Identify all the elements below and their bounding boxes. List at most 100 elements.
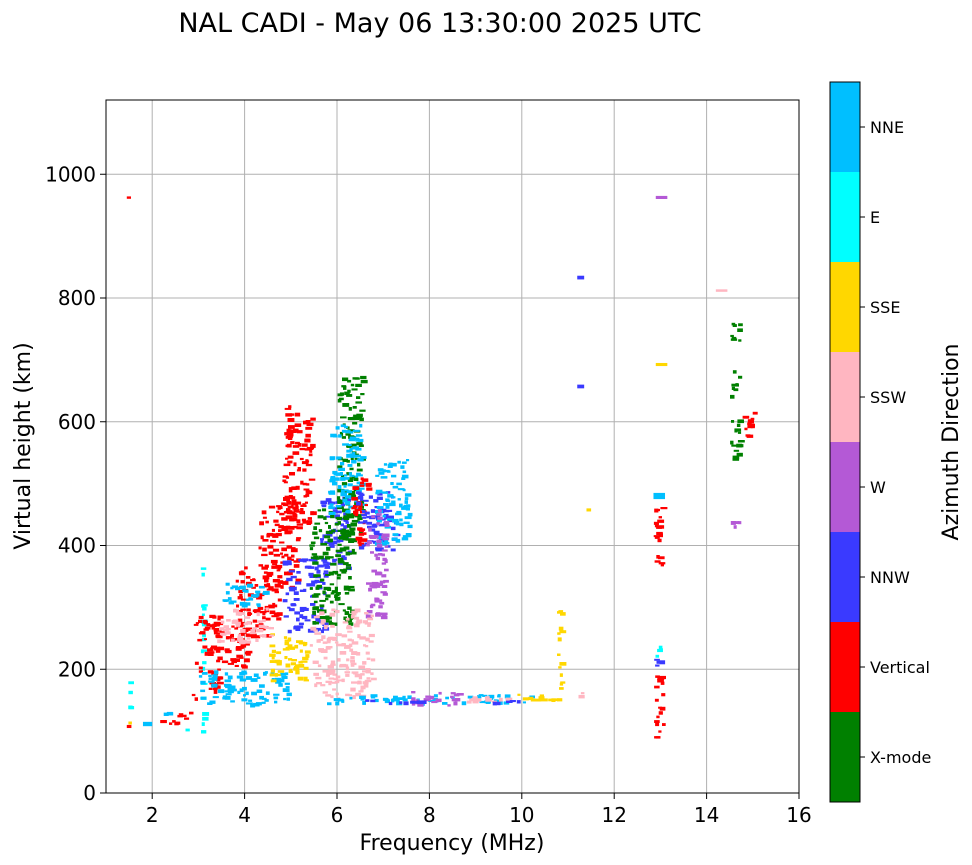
data-mark: [287, 637, 292, 642]
data-mark: [375, 535, 379, 539]
data-mark: [351, 641, 359, 645]
data-mark: [280, 672, 287, 676]
data-mark: [348, 617, 353, 620]
data-mark: [338, 603, 345, 606]
data-mark: [351, 651, 358, 655]
data-mark: [715, 289, 728, 292]
data-mark: [355, 536, 363, 541]
data-mark: [577, 384, 585, 389]
data-mark: [336, 539, 341, 543]
data-mark: [270, 671, 275, 675]
data-mark: [308, 558, 316, 562]
data-mark: [330, 592, 335, 595]
data-mark: [358, 530, 364, 535]
data-mark: [212, 696, 219, 699]
data-mark: [305, 483, 310, 486]
data-mark: [506, 700, 513, 703]
data-mark: [348, 588, 355, 592]
data-mark: [343, 489, 349, 492]
data-mark: [356, 413, 363, 417]
data-mark: [355, 434, 363, 437]
data-mark: [350, 457, 354, 460]
data-mark: [351, 496, 359, 501]
colorbar-tick-label: SSE: [870, 298, 900, 317]
x-tick-label: 14: [694, 803, 719, 827]
data-mark: [731, 322, 736, 326]
data-mark: [243, 641, 250, 646]
data-mark: [290, 586, 297, 591]
data-mark: [178, 713, 184, 716]
data-mark: [288, 658, 293, 661]
data-mark: [212, 623, 217, 627]
data-mark: [737, 431, 742, 434]
data-mark: [365, 637, 370, 642]
data-mark: [360, 393, 365, 396]
data-mark: [375, 474, 380, 477]
data-mark: [303, 588, 307, 592]
y-tick-label: 800: [58, 286, 96, 310]
data-mark: [329, 556, 334, 559]
data-mark: [238, 571, 242, 575]
data-mark: [657, 676, 665, 680]
data-mark: [485, 698, 492, 702]
data-mark: [315, 676, 322, 680]
data-mark: [339, 547, 347, 552]
data-mark: [331, 608, 336, 612]
data-mark: [345, 551, 351, 556]
data-mark: [273, 693, 280, 696]
data-mark: [350, 656, 355, 660]
data-mark: [286, 692, 292, 697]
data-mark: [279, 512, 285, 516]
data-mark: [453, 693, 460, 697]
data-mark: [384, 469, 390, 473]
data-mark: [225, 582, 230, 586]
data-mark: [325, 594, 331, 598]
data-mark: [509, 700, 516, 703]
colorbar-tick-label: X-mode: [870, 748, 931, 767]
data-mark: [335, 426, 340, 430]
data-mark: [318, 529, 323, 533]
data-mark: [293, 525, 298, 529]
colorbar-swatch: [830, 622, 860, 712]
data-mark: [403, 521, 410, 524]
colorbar: X-mode Vertical NNW W SSW SSE E NNE: [829, 81, 931, 803]
data-mark: [341, 436, 346, 439]
data-mark: [401, 477, 406, 480]
data-mark: [235, 586, 240, 591]
data-mark: [293, 667, 300, 671]
data-mark: [298, 641, 306, 645]
data-mark: [377, 572, 383, 575]
x-tick-label: 10: [509, 803, 534, 827]
data-mark: [213, 632, 221, 635]
data-mark: [288, 487, 293, 490]
data-mark: [322, 641, 328, 644]
data-mark: [556, 698, 563, 702]
data-mark: [219, 627, 225, 631]
data-mark: [276, 651, 282, 655]
data-mark: [363, 499, 369, 502]
data-mark: [350, 522, 357, 527]
data-mark: [337, 488, 341, 493]
data-mark: [362, 516, 367, 519]
data-mark: [345, 521, 349, 524]
data-mark: [344, 500, 351, 505]
data-mark: [345, 510, 351, 513]
data-mark: [397, 697, 403, 700]
data-mark: [259, 684, 265, 688]
data-mark: [387, 464, 393, 468]
data-mark: [265, 634, 272, 638]
data-mark: [382, 612, 387, 617]
data-mark: [177, 714, 183, 718]
data-mark: [309, 587, 313, 590]
data-mark: [332, 509, 338, 514]
data-mark: [378, 605, 383, 609]
data-mark: [343, 484, 347, 488]
data-mark: [350, 664, 355, 667]
data-mark: [282, 562, 289, 566]
data-mark: [328, 491, 336, 495]
data-mark: [225, 627, 231, 631]
data-mark: [185, 728, 190, 732]
data-mark: [375, 500, 379, 503]
data-mark: [368, 640, 374, 643]
data-mark: [356, 468, 363, 472]
